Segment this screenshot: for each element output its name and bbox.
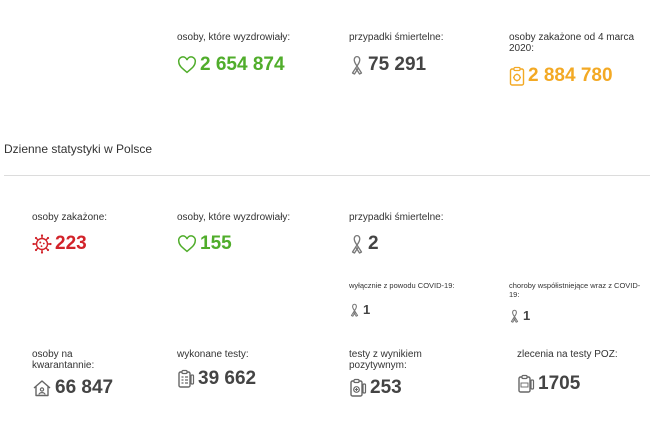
- daily-deaths-comorbid-label: choroby współistniejące wraz z COVID-19:: [509, 281, 641, 299]
- daily-tests-done-value: 39 662: [198, 368, 257, 389]
- summary-recovered-value: 2 654 874: [200, 54, 285, 75]
- ribbon-icon: [349, 303, 360, 317]
- daily-recovered-value: 155: [200, 233, 232, 254]
- daily-tests-positive-label: testy z wynikiem pozytywnym:: [349, 349, 422, 371]
- summary-recovered: osoby, które wyzdrowiały: 2 654 874: [177, 32, 327, 76]
- daily-deaths-covid-only-label: wyłącznie z powodu COVID-19:: [349, 281, 455, 290]
- ribbon-icon: [349, 55, 365, 75]
- heart-icon: [177, 235, 197, 253]
- ribbon-icon: [509, 309, 520, 323]
- summary-deaths-value: 75 291: [368, 54, 427, 75]
- summary-infected-since-value: 2 884 780: [528, 65, 613, 86]
- section-title: Dzienne statystyki w Polsce: [4, 142, 153, 156]
- summary-infected-since-label: osoby zakażone od 4 marca 2020:: [509, 32, 635, 54]
- summary-infected-since: osoby zakażone od 4 marca 2020: 2 884 78…: [509, 32, 647, 87]
- summary-recovered-label: osoby, które wyzdrowiały:: [177, 32, 291, 43]
- daily-infected-label: osoby zakażone:: [32, 212, 108, 223]
- test-tube-icon: [349, 378, 367, 398]
- daily-quarantine-label: osoby na kwarantannie:: [32, 349, 95, 371]
- clipboard-virus-icon: [509, 66, 525, 86]
- daily-quarantine: osoby na kwarantannie: 66 847: [32, 349, 152, 399]
- daily-poz-orders-value: 1705: [538, 373, 581, 394]
- daily-recovered-label: osoby, które wyzdrowiały:: [177, 212, 291, 223]
- daily-recovered: osoby, które wyzdrowiały: 155: [177, 212, 327, 255]
- daily-deaths-comorbid: choroby współistniejące wraz z COVID-19:…: [509, 281, 647, 323]
- summary-deaths: przypadki śmiertelne: 75 291: [349, 32, 489, 76]
- daily-infected: osoby zakażone: 223: [32, 212, 152, 255]
- daily-quarantine-value: 66 847: [55, 377, 114, 398]
- daily-tests-done-label: wykonane testy:: [177, 349, 249, 360]
- daily-deaths-comorbid-value: 1: [523, 308, 531, 323]
- daily-tests-positive: testy z wynikiem pozytywnym: 253: [349, 349, 489, 399]
- daily-tests-done: wykonane testy: 39 662: [177, 349, 327, 390]
- daily-deaths-covid-only-value: 1: [363, 302, 371, 317]
- clipboard-list-icon: [177, 369, 195, 389]
- ribbon-icon: [349, 234, 365, 254]
- daily-tests-positive-value: 253: [370, 377, 402, 398]
- daily-deaths-value: 2: [368, 233, 379, 254]
- daily-poz-orders: zlecenia na testy POZ: 1705: [517, 349, 647, 395]
- daily-poz-orders-label: zlecenia na testy POZ:: [517, 349, 618, 360]
- virus-icon: [32, 234, 52, 254]
- daily-deaths-label: przypadki śmiertelne:: [349, 212, 444, 223]
- heart-icon: [177, 56, 197, 74]
- house-icon: [32, 379, 52, 397]
- daily-infected-value: 223: [55, 233, 87, 254]
- summary-deaths-label: przypadki śmiertelne:: [349, 32, 444, 43]
- section-divider: [4, 175, 650, 176]
- poz-kit-icon: [517, 374, 535, 394]
- daily-deaths: przypadki śmiertelne: 2: [349, 212, 489, 255]
- daily-deaths-covid-only: wyłącznie z powodu COVID-19: 1: [349, 281, 489, 317]
